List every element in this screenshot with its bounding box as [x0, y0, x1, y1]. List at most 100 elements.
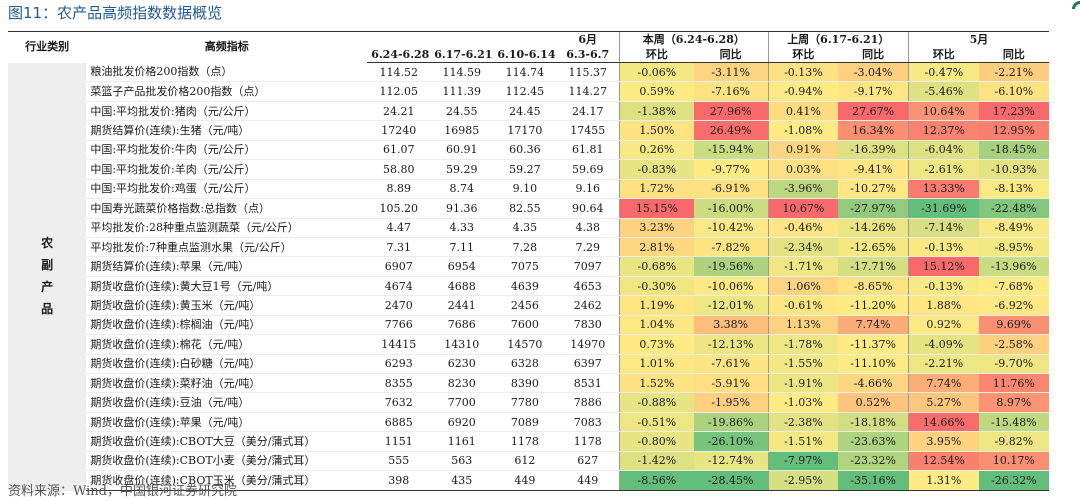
change-cell: -31.69% — [907, 198, 979, 219]
value-cell: 449 — [556, 470, 620, 491]
table-row: 期货收盘价(连续):黄大豆1号（元/吨） 4674 4688 4639 4653 -0.3… — [8, 276, 1049, 297]
change-cell: 27.96% — [693, 101, 769, 122]
change-cell: -11.10% — [838, 354, 909, 375]
change-cell: -6.91% — [693, 179, 769, 200]
value-cell: 1151 — [367, 431, 431, 452]
change-cell: -6.04% — [907, 140, 979, 161]
change-cell: -9.17% — [838, 81, 909, 102]
value-cell: 90.64 — [556, 198, 620, 219]
change-cell: -0.94% — [767, 81, 839, 102]
change-cell: -0.68% — [618, 256, 694, 277]
change-cell: -1.42% — [618, 451, 694, 472]
value-cell: 112.45 — [493, 81, 557, 102]
change-cell: -0.06% — [618, 62, 694, 83]
value-cell: 7632 — [367, 392, 431, 413]
value-cell: 24.55 — [430, 101, 494, 122]
change-cell: -23.63% — [838, 431, 909, 452]
value-cell: 4639 — [493, 276, 557, 297]
change-cell: -7.61% — [693, 354, 769, 375]
change-cell: -3.04% — [838, 62, 909, 83]
change-cell: 26.49% — [693, 120, 769, 141]
change-cell: 1.52% — [618, 373, 694, 394]
header-yoy: 同比 — [693, 47, 769, 63]
change-cell: -1.91% — [767, 373, 839, 394]
table-row: 中国:平均批发价:牛肉（元/公斤） 61.07 60.91 60.36 61.81 0.2… — [8, 140, 1049, 161]
table-row: 期货收盘价(连续):苹果（元/吨） 6885 6920 7089 7083 -0.51% -… — [8, 412, 1049, 433]
table-row: 期货收盘价(连续):豆油（元/吨） 7632 7700 7780 7886 -0.88% -… — [8, 392, 1049, 413]
value-cell: 7700 — [430, 392, 494, 413]
value-cell: 9.16 — [556, 179, 620, 200]
table-row: 期货收盘价(连续):白砂糖（元/吨） 6293 6230 6328 6397 1.01% -… — [8, 354, 1049, 375]
change-cell: 9.69% — [978, 315, 1049, 336]
value-cell: 24.21 — [367, 101, 431, 122]
change-cell: -12.74% — [693, 451, 769, 472]
change-cell: -15.48% — [978, 412, 1049, 433]
value-cell: 627 — [556, 451, 620, 472]
change-cell: 0.59% — [618, 81, 694, 102]
change-cell: -17.71% — [838, 256, 909, 277]
value-cell: 7083 — [556, 412, 620, 433]
value-cell: 7.29 — [556, 237, 620, 258]
indicator-name: 菜篮子产品批发价格200指数（点） — [86, 81, 368, 102]
value-cell: 7.31 — [367, 237, 431, 258]
indicator-name: 中国:平均批发价:猪肉（元/公斤） — [86, 101, 368, 122]
value-cell: 114.52 — [367, 62, 431, 83]
change-cell: -0.80% — [618, 431, 694, 452]
change-cell: -2.58% — [978, 334, 1049, 355]
change-cell: -10.93% — [978, 159, 1049, 180]
change-cell: -16.39% — [838, 140, 909, 161]
header-indicator: 高频指标 — [86, 31, 368, 63]
change-cell: 1.31% — [907, 470, 979, 491]
change-cell: -6.92% — [978, 295, 1049, 316]
value-cell: 61.81 — [556, 140, 620, 161]
value-cell: 7830 — [556, 315, 620, 336]
change-cell: 0.52% — [838, 392, 909, 413]
change-cell: -1.71% — [767, 256, 839, 277]
change-cell: -1.08% — [767, 120, 839, 141]
value-cell: 24.45 — [493, 101, 557, 122]
header-may: 5月 — [907, 31, 1049, 47]
change-cell: -0.51% — [618, 412, 694, 433]
change-cell: -18.18% — [838, 412, 909, 433]
change-cell: 16.34% — [838, 120, 909, 141]
change-cell: -2.38% — [767, 412, 839, 433]
corner-logo-icon — [1072, 1, 1080, 9]
indicator-name: 期货收盘价(连续):CBOT玉米（美分/蒲式耳） — [86, 470, 368, 491]
change-cell: -19.56% — [693, 256, 769, 277]
data-table: 行业类别 高频指标 6月 本周（6.24-6.28） 上周（6.17-6.21）… — [8, 31, 1049, 491]
value-cell: 6328 — [493, 354, 557, 375]
indicator-name: 期货收盘价(连续):豆油（元/吨） — [86, 392, 368, 413]
change-cell: -2.95% — [767, 470, 839, 491]
value-cell: 1161 — [430, 431, 494, 452]
change-cell: -22.48% — [978, 198, 1049, 219]
value-cell: 58.80 — [367, 159, 431, 180]
change-cell: -4.09% — [907, 334, 979, 355]
change-cell: 3.95% — [907, 431, 979, 452]
change-cell: -4.66% — [838, 373, 909, 394]
header-category: 行业类别 — [8, 31, 87, 63]
value-cell: 60.91 — [430, 140, 494, 161]
value-cell: 6920 — [430, 412, 494, 433]
change-cell: 15.12% — [907, 256, 979, 277]
change-cell: -6.10% — [978, 81, 1049, 102]
value-cell: 61.07 — [367, 140, 431, 161]
value-cell: 2456 — [493, 295, 557, 316]
change-cell: -2.21% — [978, 62, 1049, 83]
change-cell: 11.76% — [978, 373, 1049, 394]
value-cell: 2462 — [556, 295, 620, 316]
change-cell: -27.97% — [838, 198, 909, 219]
category-cell: 农 副 产 品 — [8, 62, 87, 491]
change-cell: 7.74% — [838, 315, 909, 336]
change-cell: 10.64% — [907, 101, 979, 122]
value-cell: 91.36 — [430, 198, 494, 219]
change-cell: -7.97% — [767, 451, 839, 472]
change-cell: -2.61% — [907, 159, 979, 180]
indicator-name: 期货收盘价(连续):棉花（元/吨） — [86, 334, 368, 355]
header-june: 6月 — [556, 31, 620, 47]
change-cell: 15.15% — [618, 198, 694, 219]
table-row: 中国:平均批发价:鸡蛋（元/公斤） 8.89 8.74 9.10 9.16 1.72% -6… — [8, 179, 1049, 200]
value-cell: 105.20 — [367, 198, 431, 219]
change-cell: 3.38% — [693, 315, 769, 336]
value-cell: 9.10 — [493, 179, 557, 200]
indicator-name: 期货收盘价(连续):棕榈油（元/吨） — [86, 315, 368, 336]
